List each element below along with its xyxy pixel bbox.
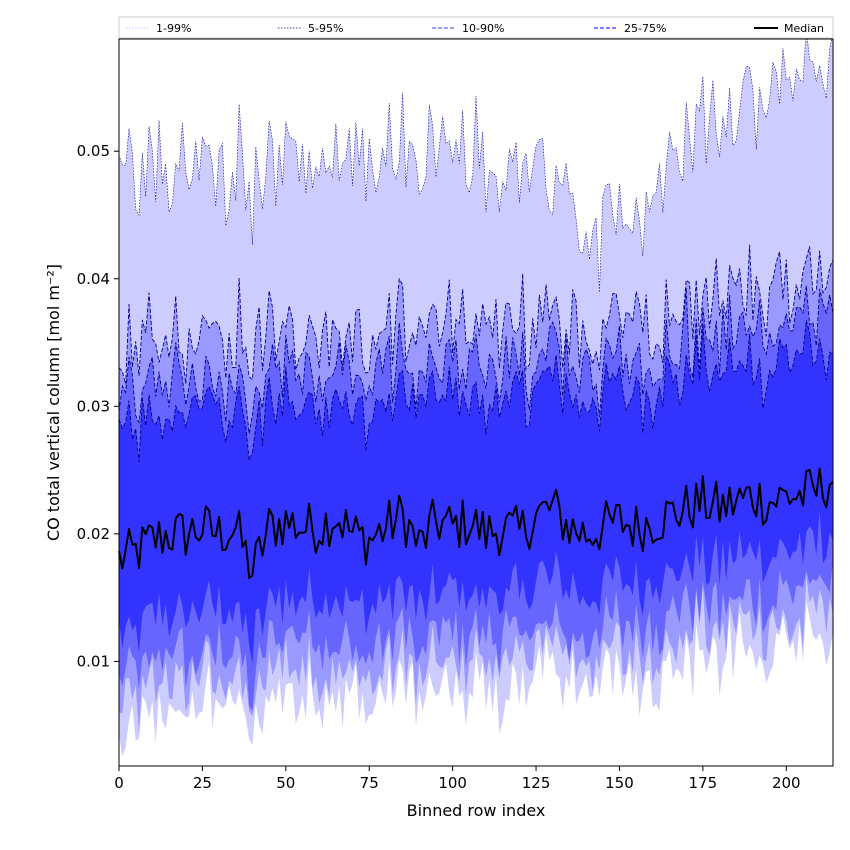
band-10-90-upper-edge [118,285,834,434]
x-tick-label: 200 [772,774,801,792]
legend-label-25-75: 25-75% [624,22,666,35]
x-tick-label: 0 [114,774,124,792]
x-tick-label: 100 [438,774,467,792]
y-tick-label: 0.02 [77,525,110,543]
legend-label-median: Median [784,22,824,35]
y-tick-label: 0.04 [77,270,110,288]
x-tick-label: 150 [605,774,634,792]
median-layer [118,467,834,579]
plot-frame [118,38,834,767]
legend-frame [118,16,834,39]
y-tick-label: 0.05 [77,142,110,160]
band-layer [118,28,834,757]
x-axis: 0 25 50 75 100 125 150 175 200 [114,766,801,792]
legend-label-5-95: 5-95% [308,22,343,35]
x-axis-label: Binned row index [407,801,546,820]
legend-label-1-99: 1-99% [156,22,191,35]
median-line [118,467,834,579]
legend: 1-99% 5-95% 10-90% 25-75% Median [118,16,834,39]
band-1-99-upper-edge [118,28,834,293]
band-25-75-area [119,320,833,664]
x-tick-label: 50 [276,774,295,792]
x-tick-label: 175 [689,774,718,792]
legend-label-10-90: 10-90% [462,22,504,35]
x-tick-label: 25 [193,774,212,792]
y-tick-label: 0.03 [77,397,110,415]
y-axis-label: CO total vertical column [mol m⁻²] [44,264,63,541]
y-tick-label: 0.01 [77,652,110,670]
band-25-75-upper-edge [118,320,834,462]
y-axis: 0.01 0.02 0.03 0.04 0.05 [77,142,119,670]
band-5-95-upper-edge [118,244,834,385]
x-tick-label: 75 [360,774,379,792]
x-tick-label: 125 [522,774,551,792]
